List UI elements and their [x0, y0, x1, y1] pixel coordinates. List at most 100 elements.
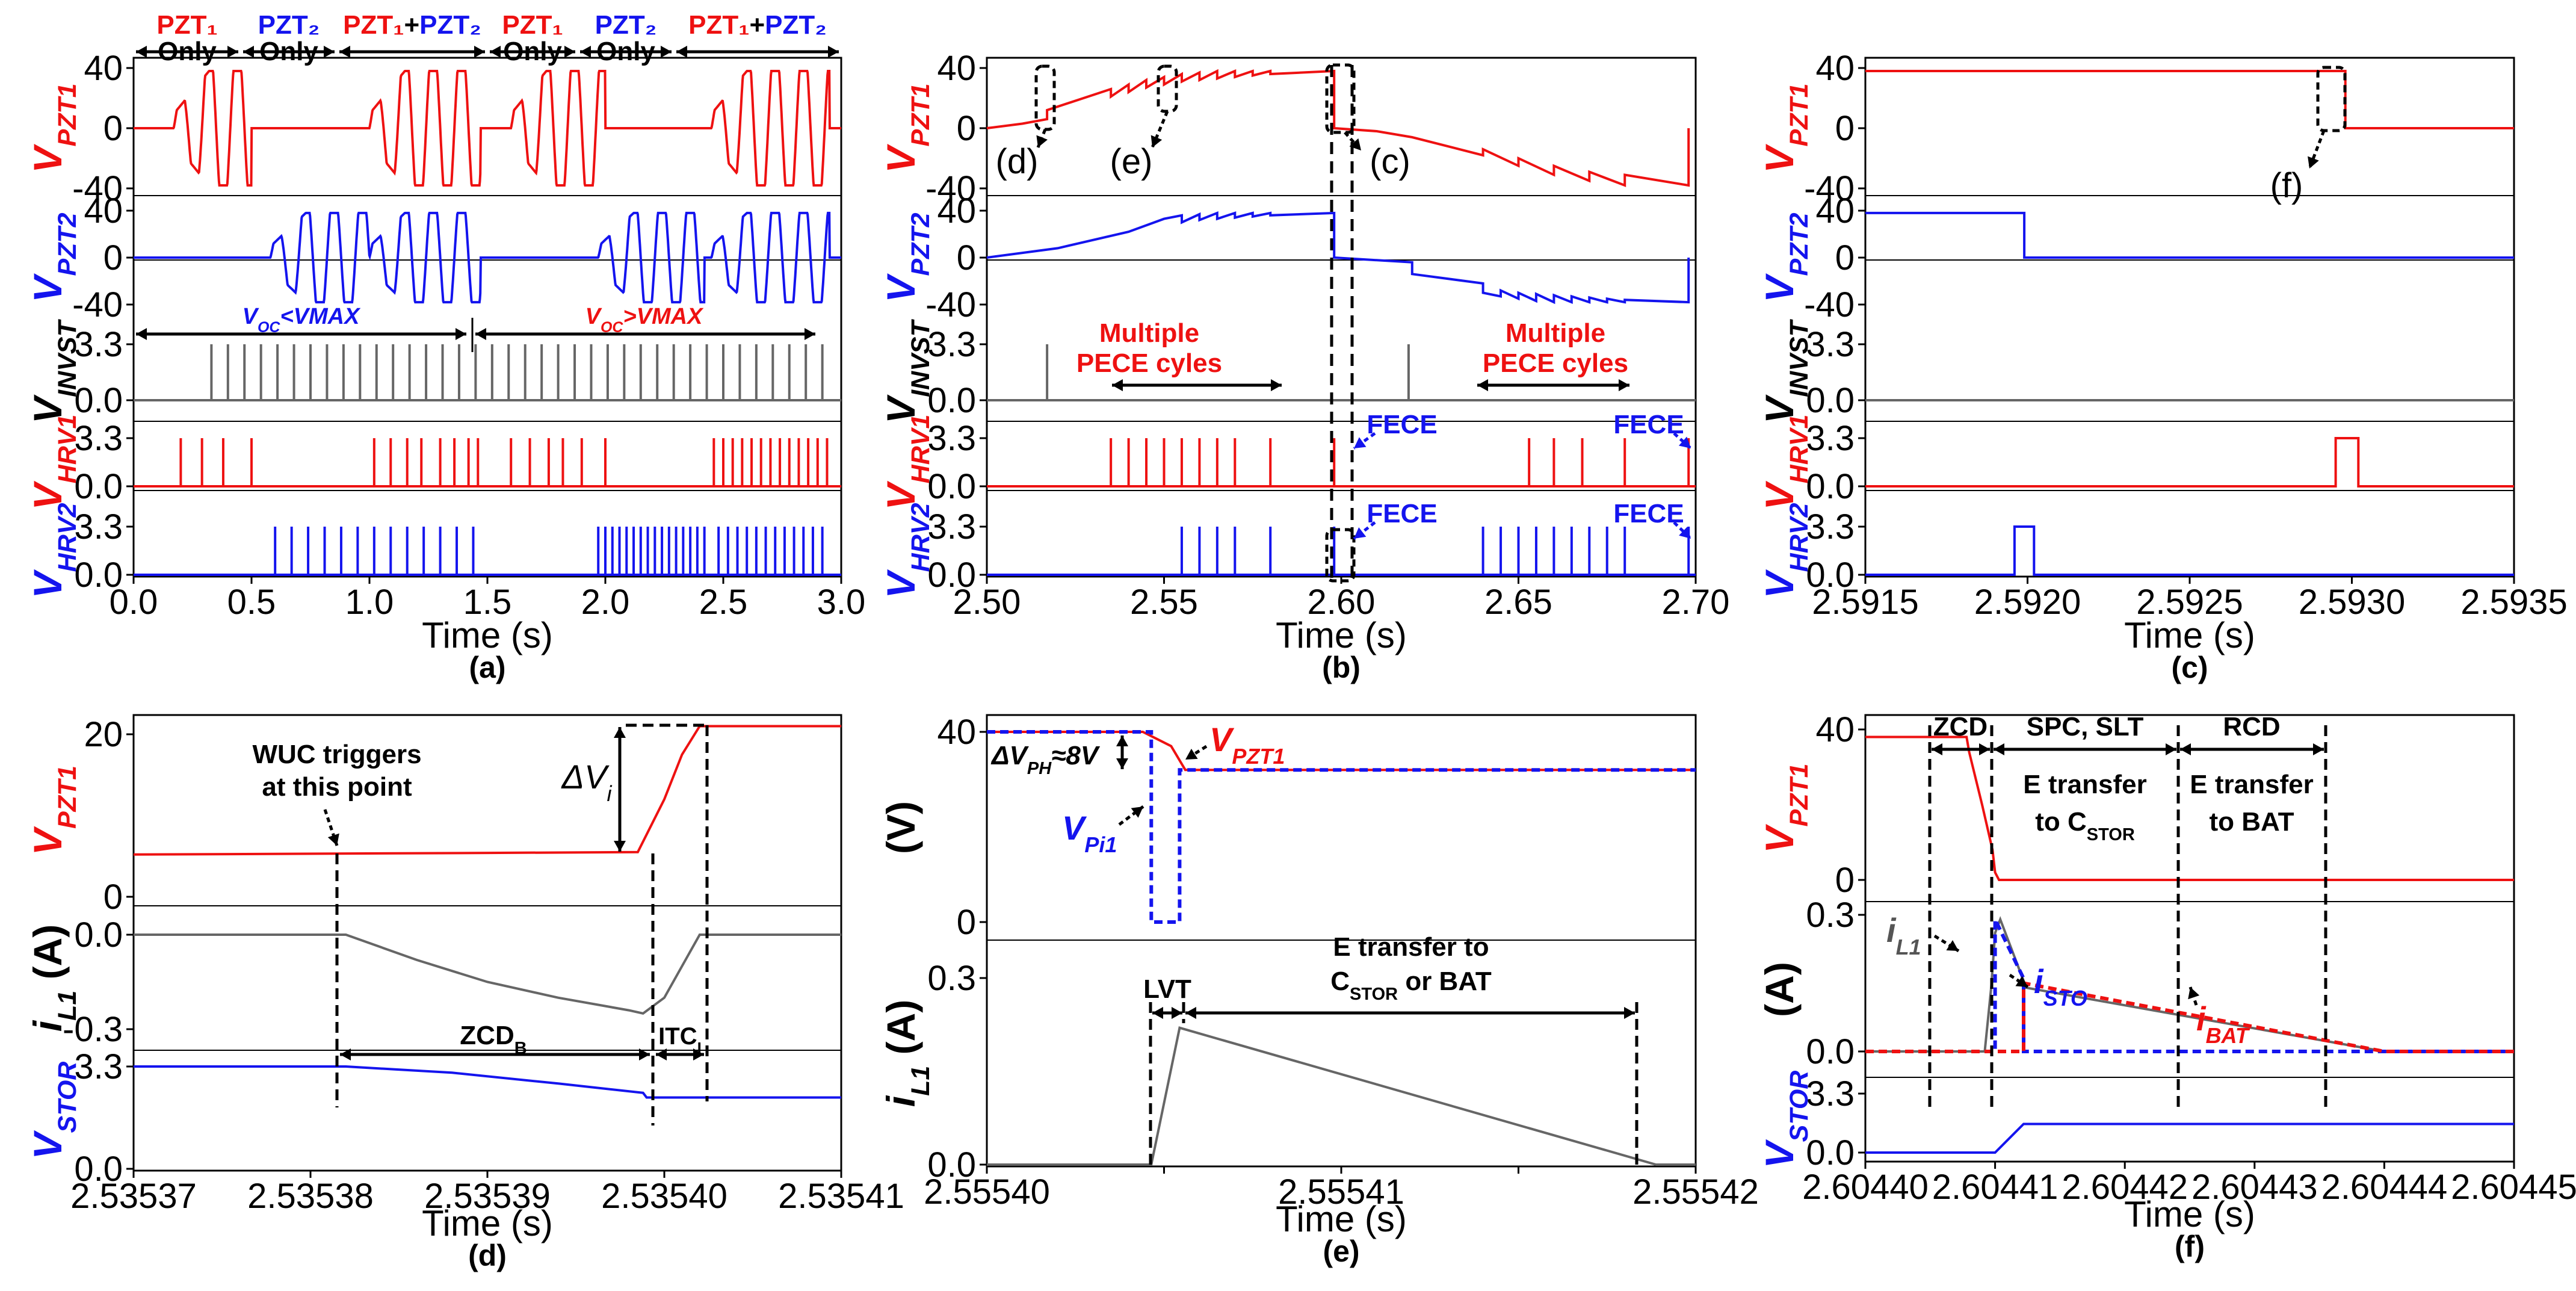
etransfer-label-2: CSTOR or BAT	[1330, 967, 1492, 1004]
segment-label-2: Only	[596, 37, 655, 66]
xtick-label: 2.53538	[247, 1177, 374, 1216]
ytick-label: 40	[937, 191, 976, 231]
ytick-label: -40	[72, 169, 123, 208]
vpzt1-arrow-head	[1185, 748, 1198, 760]
callout-arrow-shaft	[1151, 111, 1169, 148]
xtick-label: 2.50	[953, 583, 1021, 622]
xtick-label: 2.5930	[2299, 583, 2405, 622]
callout-arrow-head	[2308, 156, 2319, 169]
ylabel-pzt2: VPZT2	[879, 212, 935, 302]
callout-box	[1325, 63, 1356, 134]
ytick-label: 0.0	[74, 556, 123, 595]
callout-arrow	[1036, 129, 1048, 148]
ytick-label: 0	[957, 109, 976, 148]
ylabel-hrv1: VHRV1	[879, 415, 935, 510]
pece-label-2: PECE cyles	[1483, 348, 1628, 378]
x-axis-label: Time (s)	[422, 615, 553, 655]
ylabel-invst: VINVST	[1757, 318, 1814, 423]
lvt-arrow	[1152, 1007, 1182, 1019]
x-axis-label: Time (s)	[1276, 615, 1407, 655]
ytick-label: 0.0	[1806, 467, 1855, 506]
series-line	[986, 211, 1690, 305]
voc-gt-label: VOC>VMAX	[585, 304, 704, 336]
isto-arrow-head	[2015, 976, 2028, 987]
etransfer-arrow-head	[1185, 1007, 1196, 1019]
fece-arrow-head	[1354, 437, 1367, 448]
series-vpzt1	[1865, 735, 2514, 881]
xtick-label: 2.60440	[1802, 1168, 1929, 1207]
xtick-label: 2.60	[1308, 583, 1376, 622]
callout-label: (e)	[1110, 142, 1153, 181]
ibat-arrow-head	[2188, 987, 2200, 1000]
ylabel-pzt2: VPZT2	[25, 212, 82, 302]
ytick-label: 40	[937, 49, 976, 88]
panel-c: 400-40VPZT1400-40VPZT23.30.0VINVST3.30.0…	[1757, 49, 2568, 684]
xtick-label: 2.60441	[1932, 1168, 2059, 1207]
xtick-label: 2.60443	[2191, 1168, 2318, 1207]
etransfer-label-2: to BAT	[2210, 807, 2294, 837]
isto-label: iSTO	[2034, 962, 2087, 1011]
segment-arrow	[136, 46, 238, 58]
dv-arrow-head	[614, 841, 626, 852]
pece-label: Multiple	[1099, 318, 1199, 348]
xtick-label: 2.55	[1130, 583, 1198, 622]
segment-arrow-head	[564, 46, 575, 58]
voc-lt-label: VOC<VMAX	[242, 304, 361, 336]
series-line	[134, 70, 841, 187]
ytick-label: -40	[1804, 285, 1855, 324]
etransfer-label: E transfer	[2190, 770, 2313, 799]
track-pzt1: 20 0 VPZT1	[25, 715, 841, 917]
ytick-label: 0.0	[74, 915, 123, 955]
frame-d	[132, 714, 842, 1172]
xtick-label: 2.55540	[924, 1172, 1050, 1212]
panel-label: (b)	[1322, 651, 1361, 684]
ylabel-pzt1: VPZT1	[879, 83, 935, 173]
pece-arrow	[1477, 379, 1629, 391]
vpzt1-arrow	[1184, 745, 1208, 761]
ytick-label: 3.3	[1806, 419, 1855, 458]
voc-arrow-left	[136, 328, 466, 340]
voc-arrow-right	[475, 328, 815, 340]
etransfer-arrow-head	[1624, 1007, 1635, 1019]
segment-arrow	[676, 46, 839, 58]
callout-label: (d)	[996, 142, 1039, 181]
ytick-label: 3.3	[74, 1047, 123, 1086]
xtick-label: 2.5935	[2460, 583, 2567, 622]
ytick-label: 20	[84, 715, 123, 754]
xtick-label: 2.70	[1662, 583, 1730, 622]
zcd-arrow	[340, 1048, 650, 1060]
frame-c	[1864, 57, 2515, 578]
segment-arrow-head	[580, 46, 591, 58]
itc-arrow-head	[656, 1048, 667, 1060]
ytick-label: 0	[103, 878, 123, 917]
ytick-label: 0	[103, 109, 123, 148]
ytick-label: 0.0	[927, 381, 976, 420]
segment-arrow-head	[227, 46, 238, 58]
series-line	[1865, 70, 2514, 129]
pece-arrow-head	[1619, 379, 1629, 391]
ytick-label: 0.0	[927, 1145, 976, 1184]
segment-arrow	[339, 46, 485, 58]
pece-arrow-head	[1112, 379, 1123, 391]
dvph-arrow-head	[1116, 735, 1128, 746]
series-isto	[1865, 918, 2514, 1053]
segment-arrow-head	[661, 46, 672, 58]
ytick-label: 40	[937, 713, 976, 752]
fece-arrow-head	[1354, 527, 1367, 539]
zcd-arrow-head	[1932, 743, 1942, 755]
series-line	[134, 211, 841, 304]
ytick-label: 3.3	[1806, 507, 1855, 546]
panel-label: (e)	[1323, 1234, 1359, 1268]
fece-arrow	[1673, 432, 1692, 450]
rcd-arrow	[2180, 743, 2324, 755]
spc-arrow	[1994, 743, 2176, 755]
dvph-label: ΔVPH≈8V	[990, 741, 1101, 778]
fece-arrow	[1673, 521, 1692, 540]
series-vstor	[1865, 1122, 2514, 1154]
panel-b: 400-40VPZT1400-40VPZT23.30.0VINVST3.30.0…	[879, 49, 1729, 684]
